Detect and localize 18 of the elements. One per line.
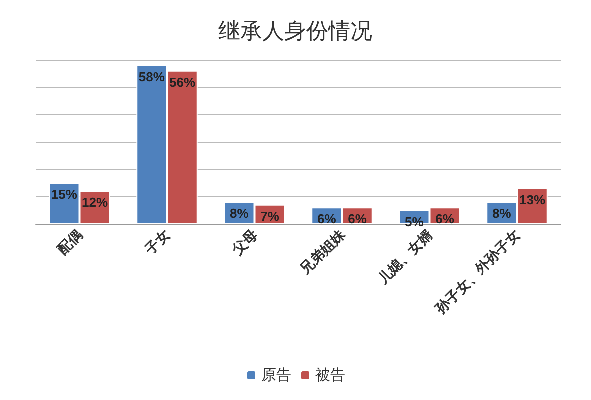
data-label: 6% bbox=[348, 212, 368, 227]
data-label: 6% bbox=[318, 212, 337, 227]
data-label: 8% bbox=[492, 206, 512, 222]
data-label: 56% bbox=[170, 74, 196, 90]
data-label: 7% bbox=[260, 208, 280, 224]
data-label: 15% bbox=[51, 187, 78, 202]
legend-label: 被告 bbox=[316, 367, 346, 384]
data-label: 6% bbox=[436, 212, 455, 227]
x-tick-label: 配偶 bbox=[54, 226, 86, 258]
legend-label: 原告 bbox=[262, 367, 292, 384]
x-tick-label: 子女 bbox=[141, 226, 173, 258]
data-label: 13% bbox=[520, 192, 546, 208]
x-tick-label: 父母 bbox=[228, 226, 260, 258]
x-tick-label: 兄弟姐妹 bbox=[296, 226, 349, 278]
data-label: 12% bbox=[82, 195, 109, 210]
data-label: 58% bbox=[138, 69, 166, 84]
data-label: 8% bbox=[230, 206, 250, 222]
chart-title: 继承人身份情况 bbox=[218, 20, 372, 44]
